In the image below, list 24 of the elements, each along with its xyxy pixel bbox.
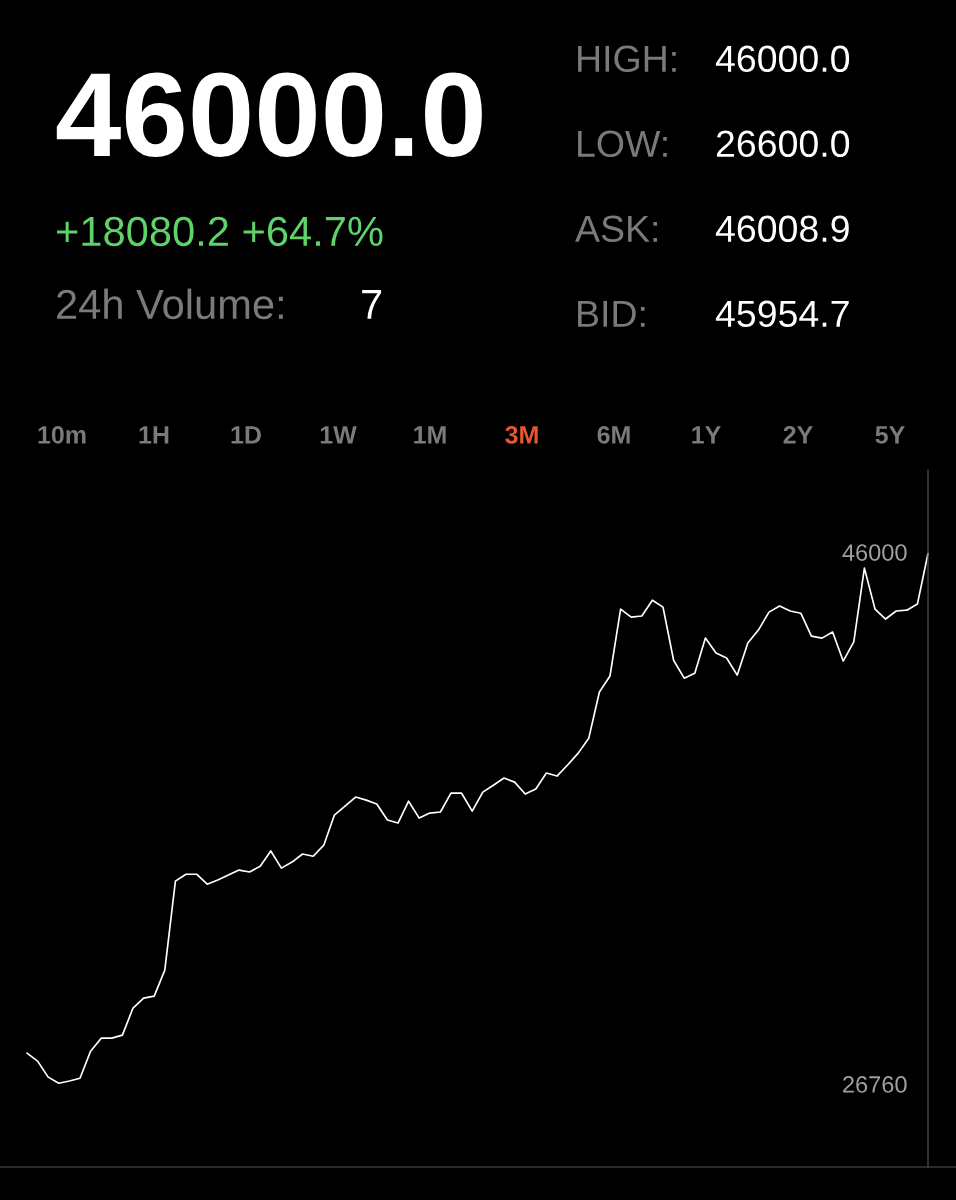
text: 1M [414,426,446,444]
text: 46000.0 [715,45,850,73]
text: 26600.0 [716,130,850,158]
y-tick-label: 26760 [843,1076,907,1093]
text: 1W [320,426,357,444]
text: 24h Volume: [57,288,283,320]
text: 1D [231,426,261,444]
text: 5Y [875,426,905,444]
text: HIGH: [578,45,676,73]
text: 2Y [783,426,813,444]
chart-title: 46000.0 [56,72,482,158]
text: 1Y [692,426,721,444]
text: BID: [578,300,645,327]
text: LOW: [578,130,667,158]
chart-subtitle: +18080.2 +64.7% [57,216,383,247]
text: 10m [38,426,86,444]
text: 1H [139,426,169,444]
y-tick-label: 46000 [842,544,907,561]
text: 6M [597,426,630,444]
text: 7 [362,290,382,319]
text: ASK: [575,215,658,243]
text: 3M [505,426,538,444]
text: 46008.9 [715,215,849,243]
text: 45954.7 [715,300,849,328]
